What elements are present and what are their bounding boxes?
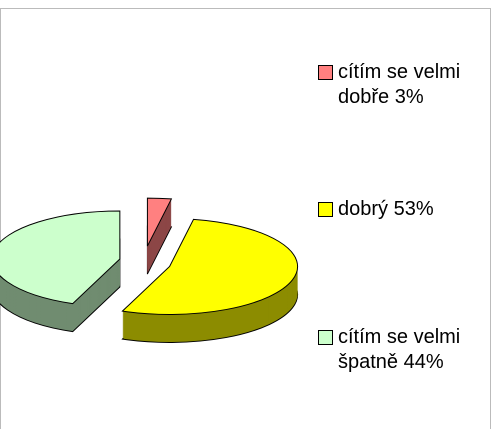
legend-text: cítím se velmi dobře 3% <box>338 60 478 110</box>
legend-item: dobrý 53% <box>318 197 488 222</box>
legend-swatch <box>318 202 333 217</box>
frame <box>0 8 491 429</box>
legend-label: cítím se velmi dobře <box>338 61 461 108</box>
legend-label: dobrý <box>338 198 389 220</box>
legend-item: cítím se velmi špatně 44% <box>318 325 488 375</box>
legend-swatch <box>318 65 333 80</box>
slice <box>146 197 173 247</box>
legend-value: 44% <box>403 351 444 373</box>
legend-text: dobrý 53% <box>338 197 478 222</box>
legend-text: cítím se velmi špatně 44% <box>338 325 478 375</box>
legend-swatch <box>318 330 333 345</box>
slice <box>0 210 121 305</box>
legend-item: cítím se velmi dobře 3% <box>318 60 488 110</box>
legend-value: 53% <box>393 198 434 220</box>
slice <box>121 218 299 315</box>
legend-value: 3% <box>394 86 424 108</box>
legend-label: cítím se velmi špatně <box>338 326 461 373</box>
